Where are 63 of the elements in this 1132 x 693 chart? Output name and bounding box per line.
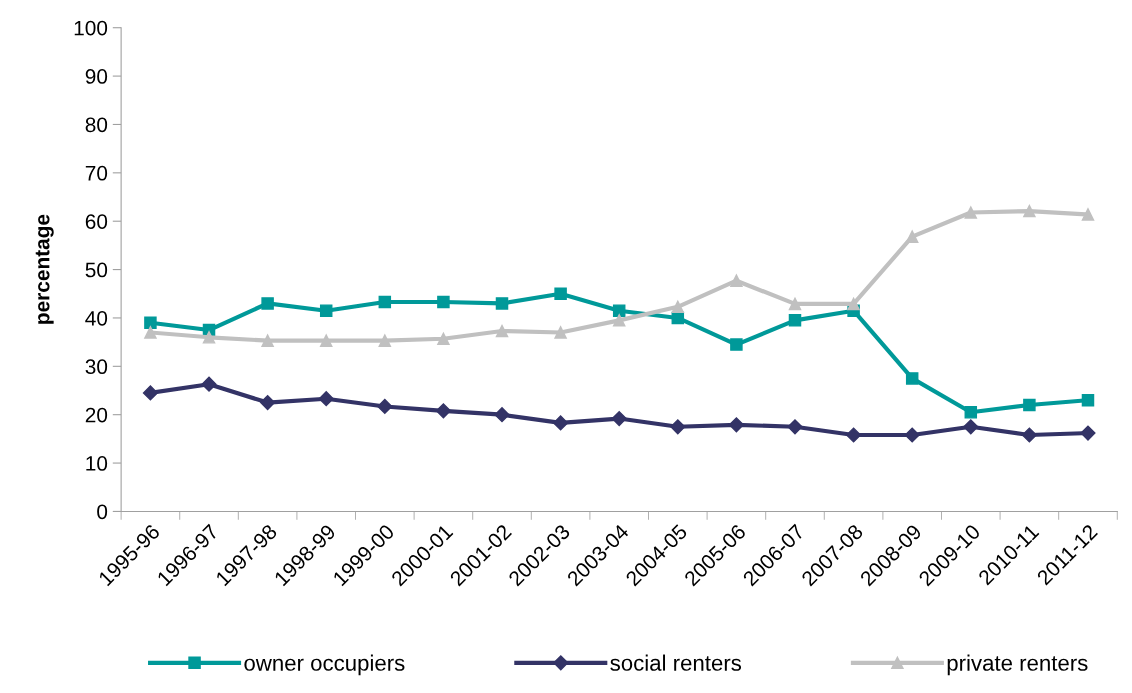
point (437, 295, 450, 309)
point (1023, 204, 1036, 218)
legend-label: social renters (610, 654, 742, 671)
point (554, 287, 567, 301)
point (261, 297, 274, 310)
point (553, 415, 569, 431)
point (905, 372, 919, 385)
point (495, 324, 509, 338)
point (964, 206, 978, 219)
point (1021, 427, 1037, 443)
point (378, 295, 392, 309)
y-tick-label: 90 (85, 69, 108, 84)
point (904, 427, 920, 443)
y-tick-label: 10 (86, 456, 108, 471)
point (611, 410, 627, 427)
point (142, 385, 158, 401)
point (1081, 393, 1095, 407)
point (612, 304, 626, 317)
point (261, 334, 274, 347)
point (730, 338, 743, 351)
point (963, 419, 979, 435)
legend-label: owner occupiers (244, 654, 405, 676)
y-tick-label: 50 (85, 262, 108, 278)
point (847, 297, 860, 311)
point (554, 326, 567, 339)
point (670, 419, 686, 435)
point (319, 304, 333, 317)
y-tick-label: 100 (74, 20, 108, 36)
point (787, 419, 803, 435)
point (144, 326, 157, 339)
y-tick-label: 60 (85, 214, 108, 229)
point (1080, 425, 1096, 441)
point (260, 395, 276, 411)
point (495, 297, 509, 310)
point (788, 314, 802, 327)
y-tick-label: 30 (85, 359, 108, 375)
point (730, 274, 743, 287)
point (905, 230, 919, 243)
point (378, 334, 392, 347)
y-tick-label: 40 (85, 310, 108, 326)
y-tick-label: 20 (85, 407, 108, 423)
legend-label: private renters (947, 654, 1088, 676)
point (319, 334, 333, 347)
point (1081, 208, 1095, 221)
point (1023, 398, 1036, 412)
point (435, 403, 451, 419)
point (788, 297, 802, 311)
y-tick-label: 70 (85, 165, 108, 181)
y-tick-label: 0 (97, 504, 108, 520)
point (202, 331, 216, 344)
point (201, 376, 217, 392)
point (437, 332, 450, 345)
point (671, 300, 685, 314)
point (377, 398, 393, 415)
point (318, 391, 334, 407)
point (964, 406, 978, 419)
point (612, 314, 626, 327)
y-tick-label: 80 (85, 117, 108, 133)
point (494, 407, 510, 423)
y-axis-title: percentage (35, 214, 54, 324)
point (144, 316, 157, 330)
point (846, 427, 862, 443)
point (728, 417, 744, 433)
